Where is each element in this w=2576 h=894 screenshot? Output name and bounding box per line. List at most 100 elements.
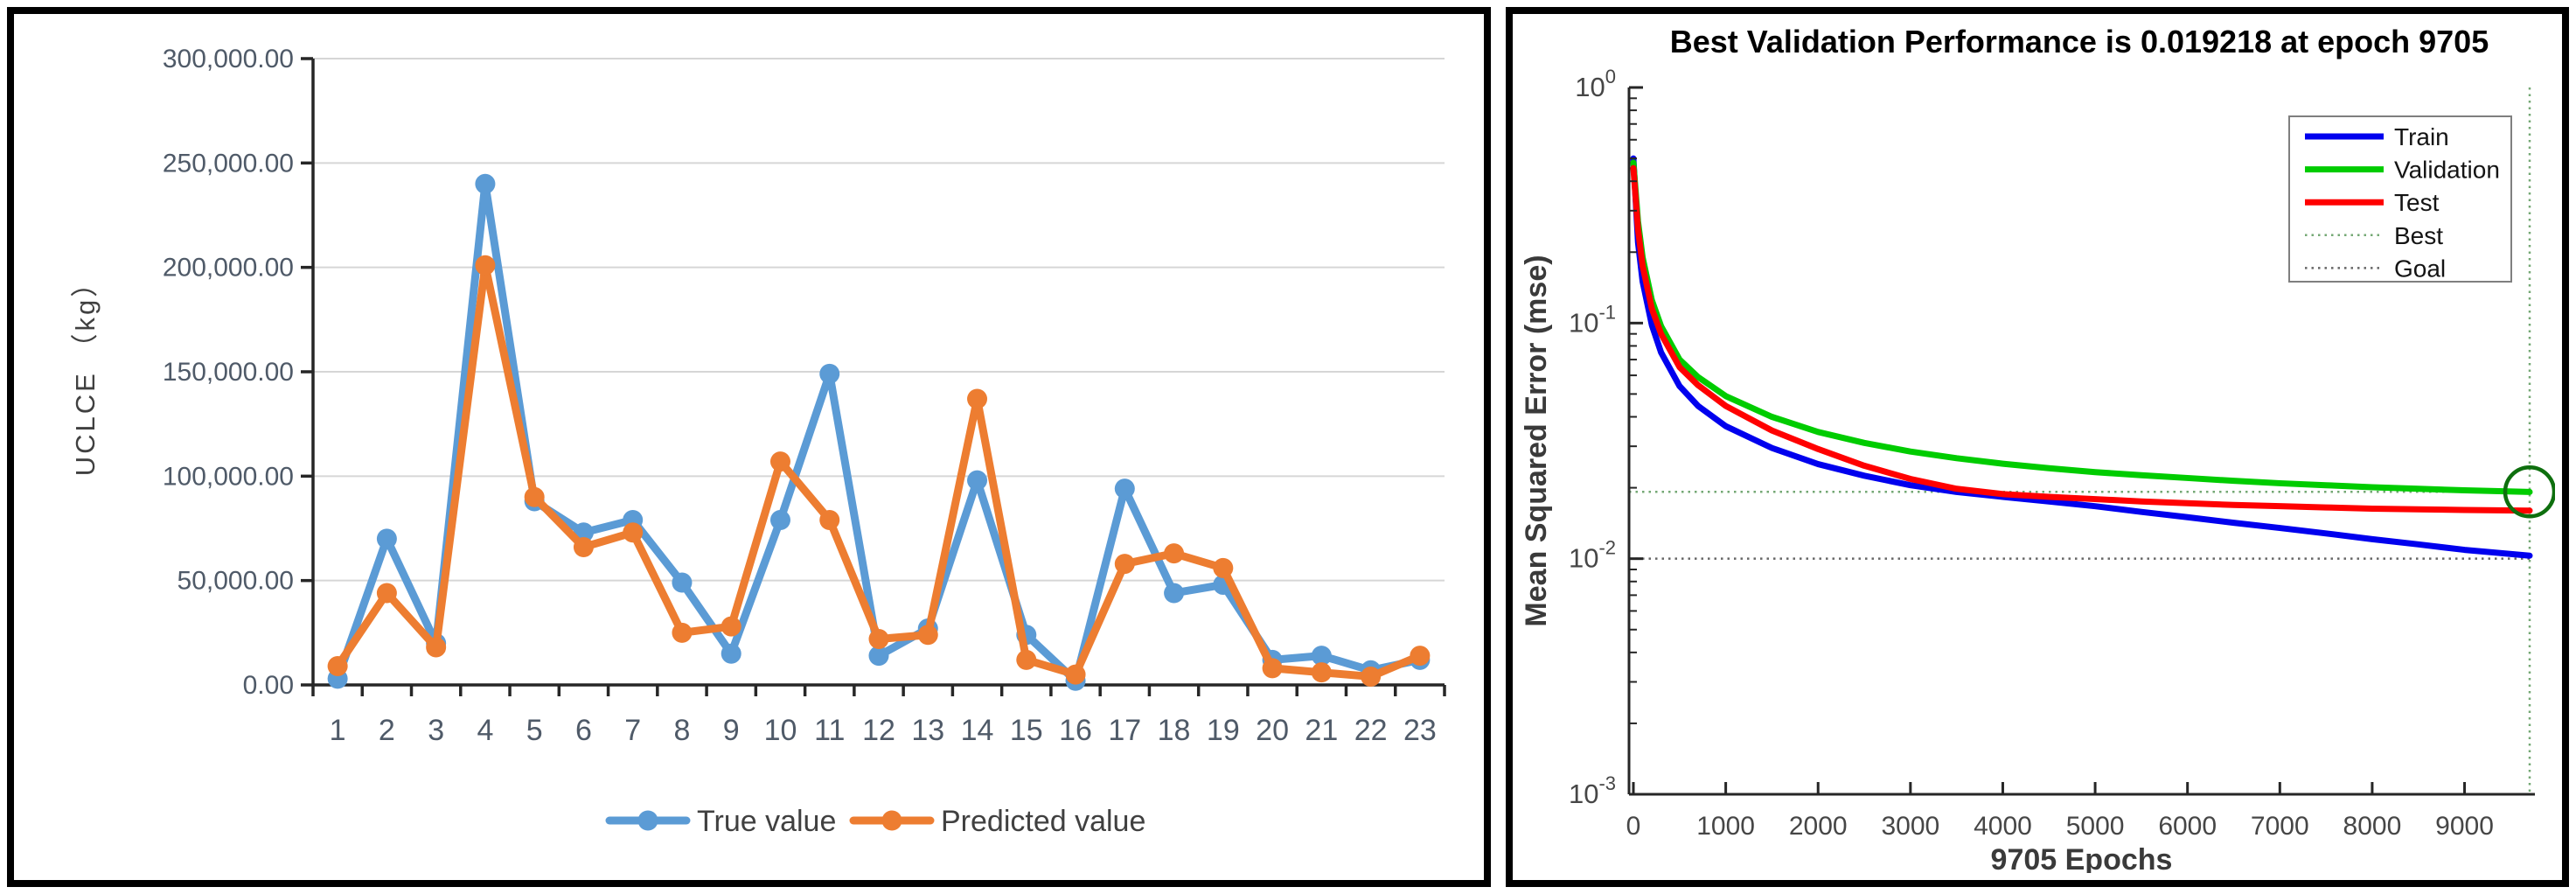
legend-label: True value: [697, 805, 836, 838]
y-tick-label: 300,000.00: [163, 45, 294, 73]
training-performance-panel: Best Validation Performance is 0.019218 …: [1506, 7, 2569, 887]
x-tick-label: 1000: [1696, 812, 1755, 841]
data-point-marker: [868, 628, 889, 649]
x-tick-label: 9000: [2435, 812, 2494, 841]
data-point-marker: [1065, 664, 1086, 685]
data-point-marker: [721, 643, 741, 664]
x-tick-label: 23: [1403, 714, 1437, 747]
data-point-marker: [1016, 649, 1037, 670]
data-point-marker: [672, 572, 693, 593]
x-tick-label: 22: [1354, 714, 1388, 747]
y-tick-label: 150,000.00: [163, 358, 294, 387]
data-point-marker: [524, 486, 545, 507]
data-point-marker: [1410, 646, 1431, 667]
x-tick-label: 10: [764, 714, 797, 747]
x-tick-label: 3: [428, 714, 444, 747]
x-tick-label: 18: [1158, 714, 1191, 747]
x-tick-label: 6000: [2158, 812, 2217, 841]
y-axis-title: UCLCE （kg）: [70, 268, 101, 476]
x-tick-label: 8000: [2343, 812, 2402, 841]
data-point-marker: [475, 255, 496, 276]
data-point-marker: [1262, 658, 1283, 679]
x-tick-label: 5000: [2066, 812, 2125, 841]
legend-label: Best: [2394, 222, 2443, 249]
x-tick-label: 20: [1256, 714, 1289, 747]
uclce-chart-panel: 0.00 50,000.00 100,000.00 150,000.00 200,000…: [7, 7, 1491, 887]
x-tick-label: 16: [1059, 714, 1092, 747]
data-point-marker: [1311, 646, 1332, 667]
best-point-circle: [2503, 465, 2555, 519]
x-tick-label: 12: [862, 714, 895, 747]
series-line-true-value: [333, 179, 1424, 685]
data-point-marker: [819, 363, 840, 384]
y-tick-label: 10-2: [1569, 537, 1616, 574]
legend-marker: [881, 810, 902, 831]
y-tick-label: 250,000.00: [163, 149, 294, 178]
x-axis-title: 9705 Epochs: [1991, 843, 2173, 873]
x-tick-label: 2000: [1789, 812, 1848, 841]
data-point-marker: [1114, 554, 1135, 575]
data-point-marker: [426, 637, 447, 658]
chart-title: Best Validation Performance is 0.019218 …: [1670, 24, 2489, 59]
data-point-marker: [1213, 557, 1234, 578]
data-point-marker: [672, 622, 693, 643]
legend-marker: [637, 810, 658, 831]
legend-label: Validation: [2394, 157, 2500, 184]
data-point-marker: [967, 470, 988, 491]
data-point-marker: [475, 173, 496, 194]
x-tick-label: 19: [1207, 714, 1240, 747]
y-tick-label: 10-1: [1569, 301, 1616, 338]
curve-train: [1630, 155, 2533, 559]
data-point-marker: [1361, 666, 1382, 687]
y-tick-label: 10-3: [1569, 772, 1616, 809]
x-tick-label: 7: [624, 714, 641, 747]
x-tick-label: 14: [961, 714, 994, 747]
uclce-line-chart: 0.00 50,000.00 100,000.00 150,000.00 200,000…: [70, 45, 1446, 838]
x-tick-label: 6: [575, 714, 592, 747]
y-tick-label: 200,000.00: [163, 254, 294, 283]
data-point-marker: [967, 388, 988, 409]
x-tick-label: 8: [673, 714, 690, 747]
data-point-marker: [376, 583, 397, 604]
x-tick-label: 17: [1108, 714, 1141, 747]
x-tick-label: 5: [526, 714, 543, 747]
data-point-marker: [769, 509, 790, 530]
y-tick-label: 50,000.00: [178, 567, 294, 596]
y-axis-title: Mean Squared Error (mse): [1520, 255, 1553, 626]
x-tick-label: 11: [814, 714, 845, 747]
x-tick-label: 4: [477, 714, 493, 747]
data-point-marker: [1164, 543, 1185, 564]
x-tick-label: 9: [723, 714, 740, 747]
y-tick-label: 100: [1575, 66, 1616, 102]
x-tick-label: 0: [1626, 812, 1641, 841]
legend-label: Train: [2394, 123, 2449, 150]
x-tick-label: 2: [379, 714, 395, 747]
legend-label: Predicted value: [941, 805, 1145, 838]
x-tick-label: 7000: [2251, 812, 2309, 841]
data-point-marker: [376, 528, 397, 549]
data-point-marker: [573, 536, 594, 557]
data-point-marker: [769, 451, 790, 472]
data-point-marker: [1114, 478, 1135, 499]
series-line-predicted-value: [333, 261, 1424, 681]
x-tick-label: 4000: [1974, 812, 2032, 841]
x-tick-label: 13: [911, 714, 944, 747]
data-point-marker: [327, 656, 348, 677]
training-performance-chart: Best Validation Performance is 0.019218 …: [1520, 24, 2555, 873]
legend-label: Goal: [2394, 255, 2446, 282]
data-point-marker: [819, 509, 840, 530]
data-point-marker: [1311, 662, 1332, 683]
legend-box: [2288, 115, 2512, 283]
data-point-marker: [721, 616, 741, 637]
x-tick-label: 15: [1010, 714, 1043, 747]
x-tick-label: 1: [330, 714, 346, 747]
x-tick-label: 21: [1305, 714, 1338, 747]
x-tick-label: 3000: [1881, 812, 1939, 841]
data-point-marker: [917, 625, 938, 646]
y-tick-label: 100,000.00: [163, 462, 294, 491]
legend-label: Test: [2394, 189, 2440, 216]
data-point-marker: [1164, 583, 1185, 604]
data-point-marker: [623, 522, 644, 543]
curve-test: [1630, 164, 2533, 514]
